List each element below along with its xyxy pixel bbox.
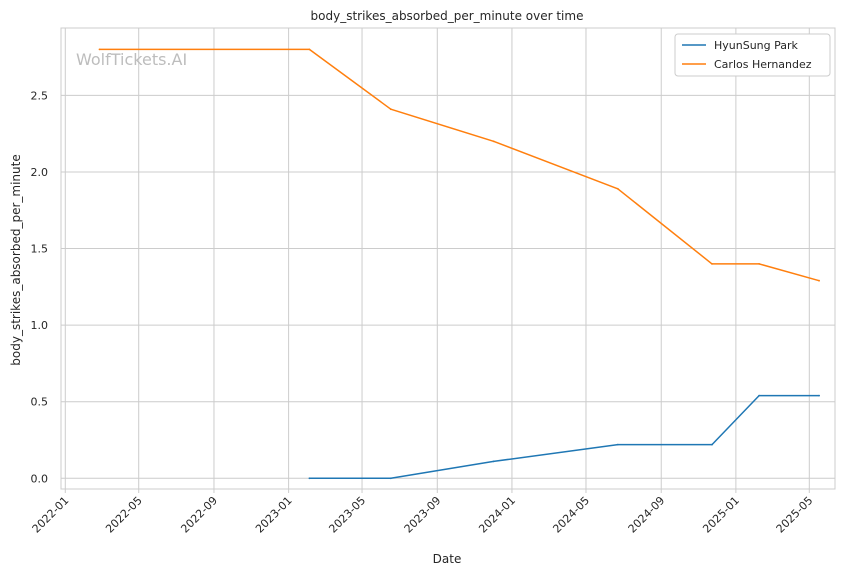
grid	[61, 28, 835, 493]
series-line-carlos-hernandez	[99, 48, 820, 282]
data-point-carlos-hernandez	[98, 48, 101, 51]
data-point-hyunsung-park	[818, 394, 820, 397]
data-point-hyunsung-park	[308, 477, 311, 480]
legend-box	[674, 33, 831, 77]
series-layer	[98, 48, 820, 480]
data-point-hyunsung-park	[492, 460, 495, 463]
y-tick-label: 0.5	[31, 396, 49, 409]
data-point-carlos-hernandez	[308, 48, 311, 51]
plot-frame	[60, 27, 836, 490]
y-tick-label: 2.5	[31, 89, 49, 102]
watermark: WolfTickets.AI	[76, 50, 187, 69]
y-tick-label: 1.5	[31, 243, 49, 256]
y-axis-label: body_strikes_absorbed_per_minute	[9, 154, 23, 365]
data-point-hyunsung-park	[389, 477, 392, 480]
data-point-hyunsung-park	[711, 443, 713, 446]
data-point-carlos-hernandez	[758, 263, 760, 265]
y-tick-labels: 0.0 0.5 1.0 1.5 2.0 2.5	[31, 89, 49, 485]
y-tick-label: 2.0	[31, 166, 49, 179]
data-point-hyunsung-park	[616, 443, 619, 446]
chart-title: body_strikes_absorbed_per_minute over ti…	[311, 9, 584, 23]
legend-label-hyunsung-park: HyunSung Park	[714, 39, 799, 52]
legend: HyunSung Park Carlos Hernandez	[674, 33, 831, 77]
data-point-carlos-hernandez	[818, 279, 820, 282]
data-point-carlos-hernandez	[616, 187, 619, 190]
x-axis-label: Date	[433, 552, 462, 566]
data-point-carlos-hernandez	[389, 108, 392, 111]
y-tick-label: 1.0	[31, 319, 49, 332]
y-tick-label: 0.0	[31, 472, 49, 485]
legend-label-carlos-hernandez: Carlos Hernandez	[714, 58, 812, 71]
data-point-carlos-hernandez	[492, 140, 495, 143]
data-point-carlos-hernandez	[711, 263, 713, 265]
data-point-hyunsung-park	[758, 394, 760, 397]
